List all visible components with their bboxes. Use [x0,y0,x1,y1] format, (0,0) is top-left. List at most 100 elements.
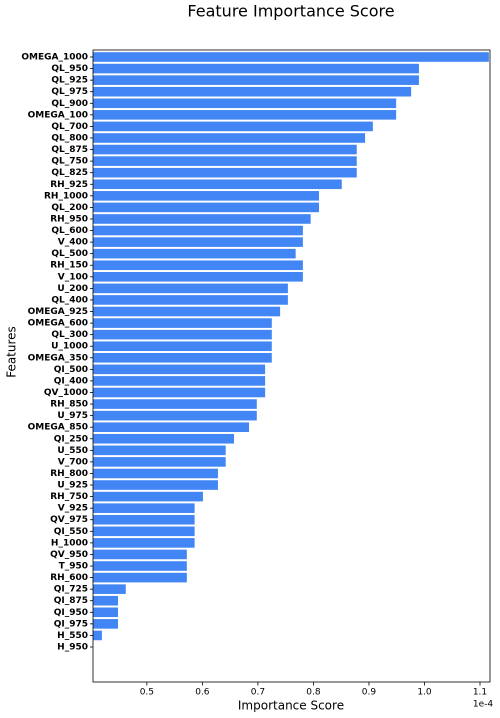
bar [93,225,303,236]
bar [93,167,357,178]
y-tick-label: U_1000 [51,342,88,352]
bar [93,561,187,571]
x-axis-label: Importance Score [238,699,344,713]
bar [93,376,266,386]
bar [93,272,303,282]
x-tick-label: 1.1 [473,688,487,698]
y-tick-label: OMEGA_600 [28,319,88,329]
x-tick-label: 0.9 [362,688,377,698]
bar [93,607,118,618]
bar [93,538,195,548]
y-tick-label: V_400 [58,238,88,248]
bar [93,387,266,398]
bar [93,121,373,132]
x-tick-label: 1.0 [417,688,432,698]
bar [93,399,257,409]
bar [93,480,218,490]
y-tick-label: QI_400 [54,376,88,386]
y-tick-label: H_550 [57,631,88,641]
y-tick-label: OMEGA_925 [28,307,88,317]
y-tick-label: QL_750 [51,157,88,167]
bar [93,86,412,97]
bar [93,630,102,641]
y-tick-label: OMEGA_350 [28,353,88,363]
y-tick-label: V_100 [58,272,88,282]
x-tick-label: 0.8 [306,688,321,698]
y-tick-label: QI_875 [54,596,88,606]
bar [93,619,118,629]
chart-title: Feature Importance Score [187,2,394,21]
y-tick-label: V_700 [58,457,88,467]
x-tick-label: 0.5 [140,688,154,698]
bar [93,248,296,259]
y-tick-label: U_925 [57,481,88,491]
bar [93,514,195,525]
y-tick-label: QL_200 [51,203,88,213]
bar [93,572,187,583]
x-tick-label: 0.6 [195,688,210,698]
bar [93,260,303,271]
y-tick-label: RH_150 [50,261,88,271]
y-tick-label: H_950 [57,643,88,653]
x-tick-label: 0.7 [251,688,265,698]
offset-label: 1e-4 [473,700,494,710]
bar [93,318,272,328]
bar [93,595,118,606]
bar [93,433,235,444]
y-tick-label: QV_1000 [44,388,88,398]
y-tick-label: QL_500 [51,249,88,259]
y-tick-label: OMEGA_100 [28,110,88,120]
y-tick-label: RH_925 [50,180,88,190]
bar [93,468,218,479]
y-tick-label: T_950 [59,562,88,572]
y-tick-label: QL_300 [51,330,88,340]
bar [93,364,266,375]
bar [93,237,303,247]
bar [93,202,319,213]
y-tick-label: QL_700 [51,122,88,132]
bar [93,422,250,432]
y-tick-label: QI_250 [54,434,88,444]
bar [93,352,272,363]
bar [93,63,419,74]
bar [93,341,272,352]
y-tick-label: QI_550 [54,527,88,537]
y-tick-label: RH_950 [50,214,88,224]
y-axis-label: Features [5,326,19,378]
y-tick-label: QL_925 [51,76,88,86]
bar [93,179,342,190]
bar [93,329,272,340]
bar [93,526,195,537]
bar [93,144,357,155]
y-tick-label: V_925 [58,504,88,514]
y-tick-label: U_200 [57,284,88,294]
y-tick-label: QL_600 [51,226,88,236]
y-tick-label: QL_800 [51,133,88,143]
bar [93,110,397,120]
y-tick-label: QL_950 [51,64,88,74]
y-tick-label: QV_950 [50,550,88,560]
y-tick-label: QL_400 [51,295,88,305]
y-tick-label: QI_950 [54,608,88,618]
bar [93,52,489,62]
y-tick-label: QV_975 [50,515,88,525]
y-tick-label: RH_600 [50,573,88,583]
bar [93,156,357,166]
y-tick-label: RH_750 [50,492,88,502]
y-tick-label: OMEGA_1000 [21,53,88,63]
bar [93,295,288,305]
bar [93,133,366,143]
bar [93,214,311,224]
bar [93,584,126,594]
y-tick-label: QL_825 [51,168,88,178]
y-tick-label: QL_875 [51,145,88,155]
y-tick-label: U_550 [57,446,88,456]
bar [93,98,397,109]
y-tick-label: RH_850 [50,400,88,410]
bar [93,503,195,513]
y-tick-label: QL_900 [51,99,88,109]
y-tick-label: RH_1000 [44,191,88,201]
y-tick-label: QL_975 [51,87,88,97]
bar [93,410,257,421]
